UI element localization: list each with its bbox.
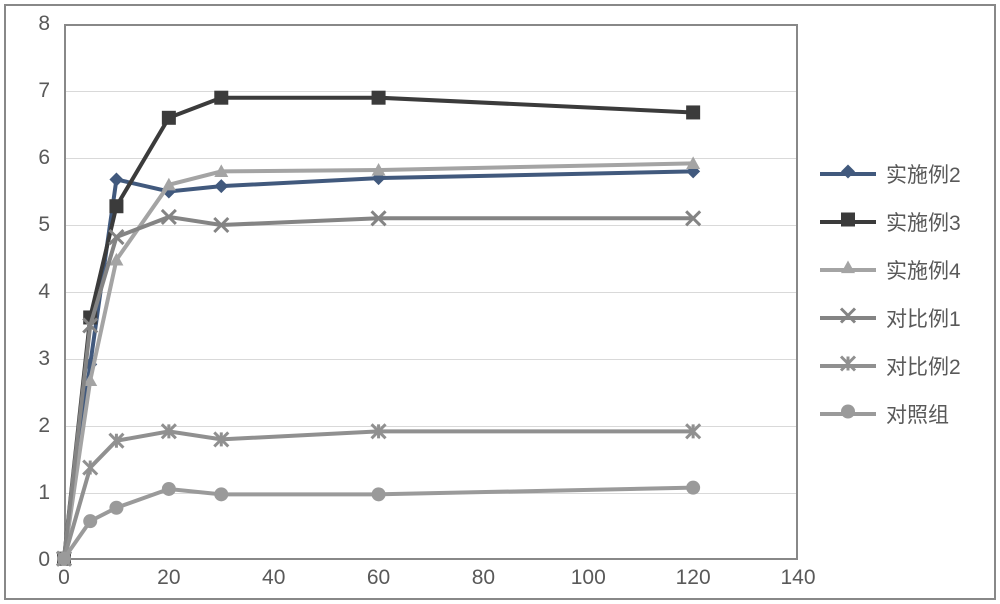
y-tick-label: 8 [0, 12, 50, 36]
legend-label: 对比例2 [886, 351, 961, 381]
x-tick-label: 100 [563, 566, 613, 590]
legend-label: 对照组 [886, 399, 949, 429]
legend-label: 实施例4 [886, 255, 961, 285]
x-tick-label: 40 [249, 566, 299, 590]
legend-item: 对比例2 [820, 342, 961, 390]
y-tick-label: 7 [0, 79, 50, 103]
x-tick-label: 80 [458, 566, 508, 590]
legend-item: 对比例1 [820, 294, 961, 342]
legend: 实施例2 实施例3 实施例4 对比例1 对比例2 对照组 [820, 150, 961, 438]
asterisk-icon [838, 354, 858, 379]
legend-swatch [820, 306, 876, 330]
y-tick-label: 4 [0, 280, 50, 304]
legend-label: 对比例1 [886, 303, 961, 333]
y-tick-label: 1 [0, 481, 50, 505]
legend-swatch [820, 258, 876, 282]
cross-icon [838, 306, 858, 331]
legend-label: 实施例2 [886, 159, 961, 189]
x-tick-label: 20 [144, 566, 194, 590]
legend-swatch [820, 354, 876, 378]
diamond-icon [838, 162, 858, 187]
circle-icon [838, 402, 858, 427]
x-tick-label: 0 [39, 566, 89, 590]
x-tick-label: 140 [773, 566, 823, 590]
x-tick-label: 120 [668, 566, 718, 590]
series-line [64, 217, 693, 559]
legend-swatch [820, 210, 876, 234]
x-tick-label: 60 [354, 566, 404, 590]
legend-item: 对照组 [820, 390, 961, 438]
y-tick-label: 5 [0, 213, 50, 237]
legend-item: 实施例2 [820, 150, 961, 198]
legend-item: 实施例4 [820, 246, 961, 294]
y-tick-label: 3 [0, 347, 50, 371]
legend-swatch [820, 162, 876, 186]
legend-label: 实施例3 [886, 207, 961, 237]
y-tick-label: 2 [0, 414, 50, 438]
y-tick-label: 6 [0, 146, 50, 170]
triangle-icon [838, 258, 858, 283]
legend-swatch [820, 402, 876, 426]
legend-item: 实施例3 [820, 198, 961, 246]
square-icon [838, 210, 858, 235]
